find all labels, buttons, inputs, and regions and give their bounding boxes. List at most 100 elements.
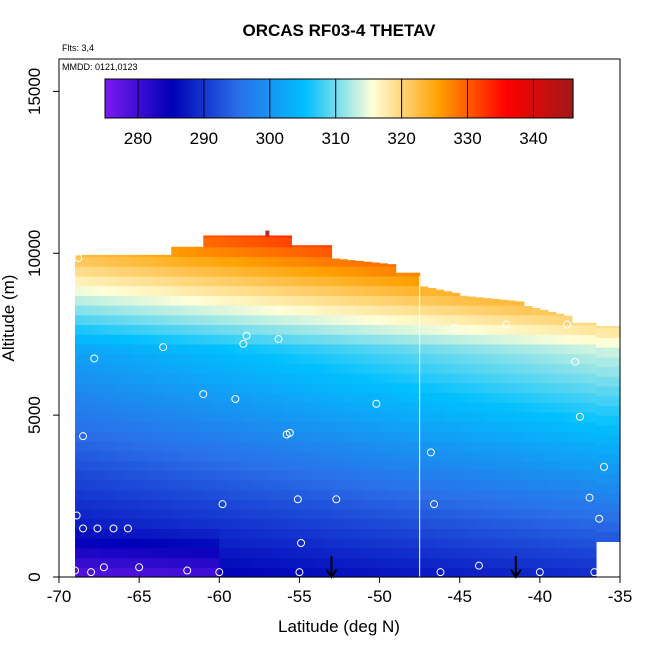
heat-cell: [283, 392, 293, 403]
heat-cell: [155, 470, 164, 481]
heat-cell: [515, 489, 525, 500]
heat-cell: [83, 305, 92, 316]
heat-cell: [595, 521, 605, 533]
heat-cell: [555, 431, 565, 442]
heat-cell: [443, 295, 453, 306]
heat-cell: [363, 402, 373, 413]
heat-cell: [603, 366, 613, 377]
sample-marker: [215, 568, 224, 577]
heat-cell: [187, 373, 196, 384]
heat-cell: [179, 363, 188, 374]
heat-cell: [355, 470, 365, 481]
heat-cell: [467, 528, 477, 539]
heat-cell: [139, 343, 148, 355]
heat-cell: [411, 431, 421, 442]
heat-cell: [203, 431, 212, 442]
heat-cell: [371, 266, 381, 277]
heat-cell: [403, 392, 413, 403]
heat-cell: [483, 382, 493, 394]
heat-cell: [395, 382, 405, 394]
heat-cell: [179, 528, 188, 539]
heat-cell: [203, 489, 212, 500]
heat-cell: [163, 528, 172, 539]
heat-cell: [131, 343, 140, 355]
heat-cell: [451, 292, 461, 296]
heat-cell: [507, 489, 517, 500]
heat-cell: [211, 334, 220, 345]
heat-cell: [139, 509, 148, 520]
heat-cell: [547, 509, 557, 520]
heat-cell: [219, 479, 228, 491]
sample-marker: [90, 354, 99, 363]
heat-cell: [355, 557, 365, 568]
heat-cell: [235, 373, 244, 384]
heat-cell: [403, 421, 413, 432]
heat-cell: [419, 479, 429, 491]
colorbar-segment: [492, 79, 497, 118]
heat-cell: [347, 334, 357, 345]
heat-cell: [147, 382, 156, 394]
heat-cell: [363, 353, 373, 364]
heat-cell: [443, 291, 453, 296]
heat-cell: [99, 557, 108, 568]
heat-cell: [123, 489, 132, 500]
heat-cell: [363, 275, 373, 287]
heat-cell: [411, 334, 421, 345]
heat-cell: [195, 499, 204, 510]
heat-cell: [147, 254, 156, 258]
heat-cell: [147, 479, 156, 491]
colorbar-segment: [145, 79, 150, 118]
heat-cell: [243, 382, 252, 394]
heat-cell: [147, 353, 156, 364]
heat-cell: [339, 363, 349, 374]
heat-cell: [107, 421, 116, 432]
heat-cell: [387, 275, 397, 287]
heat-cell: [139, 314, 148, 326]
heat-cell: [115, 441, 124, 452]
heat-cell: [131, 499, 140, 510]
heat-cell: [555, 343, 565, 355]
colorbar-segment: [335, 79, 340, 118]
heat-cell: [203, 334, 212, 345]
heat-cell: [483, 489, 493, 500]
heat-cell: [547, 450, 557, 462]
heat-cell: [107, 528, 116, 539]
colorbar-segment: [235, 79, 240, 118]
colorbar-segment: [165, 79, 170, 118]
heat-cell: [171, 518, 180, 530]
heat-cell: [387, 450, 397, 462]
heat-cell: [91, 373, 100, 384]
heat-cell: [203, 547, 212, 559]
heat-cell: [179, 246, 188, 258]
heat-cell: [539, 557, 549, 568]
heat-cell: [115, 479, 124, 491]
heat-cell: [347, 275, 357, 287]
heat-cell: [355, 363, 365, 374]
colorbar-segment: [278, 79, 283, 118]
heat-cell: [411, 567, 421, 578]
heat-cell: [507, 499, 517, 510]
heat-cell: [203, 343, 212, 355]
heat-cell: [219, 538, 228, 549]
heat-cell: [539, 567, 549, 578]
heat-cell: [307, 382, 317, 394]
heat-cell: [107, 343, 116, 355]
heat-cell: [179, 275, 188, 287]
heat-cell: [219, 334, 228, 345]
sample-marker: [71, 566, 80, 575]
heat-cell: [339, 285, 349, 296]
heat-cell: [123, 421, 132, 432]
heat-cell: [475, 509, 485, 520]
heat-cell: [459, 402, 469, 413]
heat-cell: [539, 382, 549, 394]
heat-cell: [539, 479, 549, 491]
heat-cell: [379, 373, 389, 384]
heat-cell: [451, 460, 461, 471]
heat-cell: [579, 441, 589, 452]
heat-cell: [163, 470, 172, 481]
heat-cell: [219, 373, 228, 384]
heat-cell: [299, 285, 309, 296]
heat-cell: [491, 343, 501, 355]
heat-cell: [395, 460, 405, 471]
heat-cell: [227, 246, 236, 258]
